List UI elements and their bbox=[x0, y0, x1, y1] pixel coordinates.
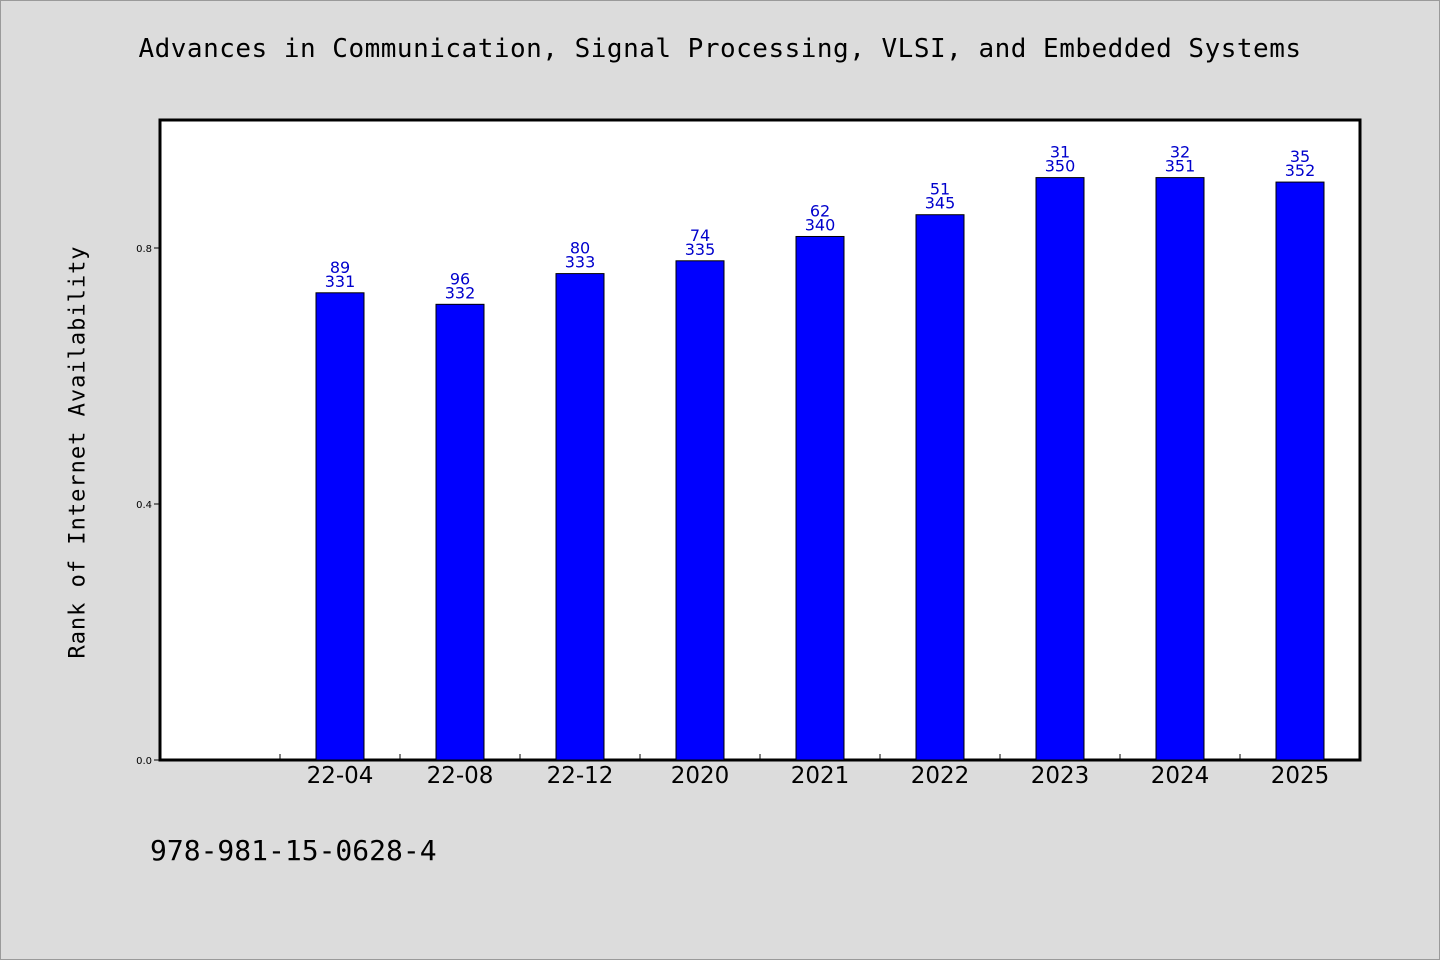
bar bbox=[675, 260, 725, 761]
ticks-layer: 0.0 0.4 0.8 bbox=[136, 244, 1361, 767]
bar-label-top: 96 bbox=[450, 269, 470, 288]
bar bbox=[795, 235, 845, 761]
bar-label-bottom: 335 bbox=[685, 240, 716, 259]
bars-layer bbox=[315, 177, 1325, 761]
y-tick-label: 0.8 bbox=[136, 244, 152, 255]
bar bbox=[915, 214, 965, 761]
x-tick-label: 2024 bbox=[1151, 763, 1210, 789]
x-tick-label: 2022 bbox=[911, 763, 970, 789]
bar bbox=[1275, 181, 1325, 761]
y-tick-label: 0.0 bbox=[136, 756, 152, 767]
bar-label-bottom: 352 bbox=[1285, 161, 1316, 180]
x-tick-label: 2021 bbox=[791, 763, 850, 789]
bar-label-bottom: 345 bbox=[925, 194, 956, 213]
x-tick-label: 22-08 bbox=[427, 763, 494, 789]
bar-label-top: 80 bbox=[570, 239, 590, 258]
x-tick-label: 2025 bbox=[1271, 763, 1330, 789]
x-tick-label: 22-12 bbox=[547, 763, 614, 789]
bar-label-top: 32 bbox=[1170, 143, 1190, 162]
bar-label-bottom: 351 bbox=[1165, 157, 1196, 176]
bar bbox=[555, 273, 605, 761]
bar-label-top: 51 bbox=[930, 180, 950, 199]
bar-label-bottom: 340 bbox=[805, 215, 836, 234]
bar bbox=[1155, 177, 1205, 761]
bar-label-top: 89 bbox=[330, 258, 350, 277]
bar-label-top: 62 bbox=[810, 201, 830, 220]
x-tick-label: 2020 bbox=[671, 763, 730, 789]
bar-label-bottom: 333 bbox=[565, 253, 596, 272]
bar bbox=[1035, 177, 1085, 761]
chart-title: Advances in Communication, Signal Proces… bbox=[138, 34, 1302, 64]
x-tick-label: 22-04 bbox=[307, 763, 374, 789]
bar-label-bottom: 332 bbox=[445, 283, 476, 302]
y-tick-label: 0.4 bbox=[136, 500, 152, 511]
bar bbox=[435, 303, 485, 761]
bar-label-bottom: 331 bbox=[325, 272, 356, 291]
bar-label-top: 35 bbox=[1290, 147, 1310, 166]
bar bbox=[315, 292, 365, 761]
isbn-text: 978-981-15-0628-4 bbox=[150, 834, 437, 867]
x-tick-label: 2023 bbox=[1031, 763, 1090, 789]
bar-label-bottom: 350 bbox=[1045, 157, 1076, 176]
bar-label-top: 31 bbox=[1050, 143, 1070, 162]
bar-label-top: 74 bbox=[690, 226, 710, 245]
